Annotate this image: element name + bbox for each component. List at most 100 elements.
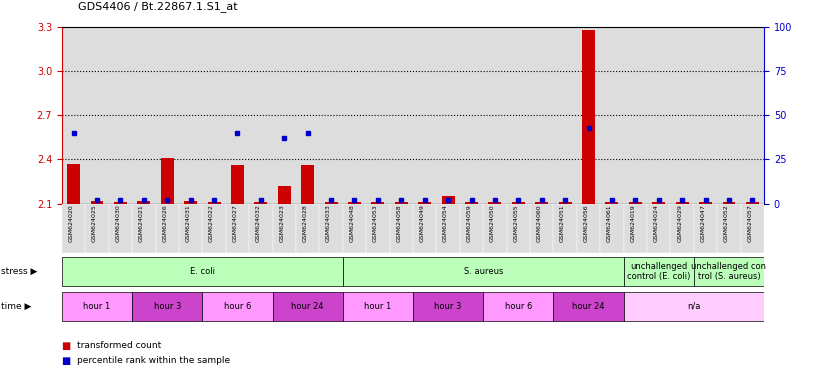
Text: GSM624057: GSM624057	[748, 205, 752, 242]
Bar	[273, 204, 296, 253]
Bar	[577, 204, 601, 253]
Bar	[530, 204, 553, 253]
Bar	[225, 27, 249, 204]
Bar	[676, 202, 689, 204]
Bar	[132, 291, 202, 321]
Bar	[465, 202, 478, 204]
Text: GSM624052: GSM624052	[724, 205, 729, 242]
Bar	[488, 202, 501, 204]
Bar	[273, 291, 343, 321]
Text: time ▶: time ▶	[1, 302, 31, 311]
Bar	[62, 257, 343, 286]
Bar	[483, 204, 506, 253]
Bar	[207, 202, 221, 204]
Bar	[436, 27, 460, 204]
Bar	[671, 204, 694, 253]
Bar	[553, 204, 577, 253]
Bar	[85, 27, 109, 204]
Bar	[109, 204, 132, 253]
Text: stress ▶: stress ▶	[1, 267, 37, 276]
Text: S. aureus: S. aureus	[463, 267, 503, 276]
Bar	[320, 204, 343, 253]
Bar	[553, 291, 624, 321]
Bar	[85, 204, 109, 253]
Bar	[601, 27, 624, 204]
Bar	[179, 204, 202, 253]
Bar	[535, 202, 548, 204]
Bar	[647, 204, 671, 253]
Bar	[460, 204, 483, 253]
Bar	[442, 196, 454, 204]
Text: GSM624027: GSM624027	[232, 205, 238, 242]
Bar	[418, 202, 431, 204]
Bar	[460, 27, 483, 204]
Bar	[530, 27, 553, 204]
Text: GDS4406 / Bt.22867.1.S1_at: GDS4406 / Bt.22867.1.S1_at	[78, 1, 238, 12]
Text: GSM624055: GSM624055	[513, 205, 519, 242]
Text: GSM624023: GSM624023	[279, 205, 284, 242]
Bar	[506, 27, 530, 204]
Text: GSM624056: GSM624056	[583, 205, 588, 242]
Bar	[348, 202, 361, 204]
Bar	[671, 27, 694, 204]
Bar	[132, 27, 155, 204]
Text: hour 1: hour 1	[83, 302, 111, 311]
Bar	[694, 204, 717, 253]
Bar	[161, 158, 173, 204]
Bar	[225, 204, 249, 253]
Bar	[577, 27, 601, 204]
Bar	[366, 27, 390, 204]
Bar	[343, 291, 413, 321]
Bar	[506, 204, 530, 253]
Text: GSM624022: GSM624022	[209, 205, 214, 242]
Bar	[413, 291, 483, 321]
Text: GSM624061: GSM624061	[607, 205, 612, 242]
Bar	[254, 202, 268, 204]
Bar	[184, 200, 197, 204]
Bar	[343, 27, 366, 204]
Bar	[723, 202, 735, 204]
Bar	[653, 202, 665, 204]
Bar	[694, 27, 717, 204]
Bar	[249, 204, 273, 253]
Bar	[624, 291, 764, 321]
Bar	[413, 204, 436, 253]
Text: GSM624030: GSM624030	[116, 205, 121, 242]
Text: GSM624031: GSM624031	[186, 205, 191, 242]
Bar	[624, 257, 694, 286]
Text: GSM624029: GSM624029	[677, 205, 682, 242]
Bar	[155, 204, 179, 253]
Bar	[231, 165, 244, 204]
Text: GSM624020: GSM624020	[69, 205, 74, 242]
Bar	[372, 202, 384, 204]
Bar	[717, 27, 741, 204]
Text: GSM624033: GSM624033	[326, 205, 331, 242]
Bar	[62, 27, 85, 204]
Bar	[109, 27, 132, 204]
Text: GSM624028: GSM624028	[302, 205, 307, 242]
Bar	[395, 202, 408, 204]
Bar	[132, 204, 155, 253]
Bar	[114, 202, 127, 204]
Bar	[301, 165, 314, 204]
Bar	[647, 27, 671, 204]
Text: percentile rank within the sample: percentile rank within the sample	[77, 356, 230, 366]
Bar	[325, 202, 338, 204]
Bar	[741, 27, 764, 204]
Bar	[343, 257, 624, 286]
Bar	[62, 291, 132, 321]
Bar	[137, 200, 150, 204]
Bar	[366, 204, 390, 253]
Text: GSM624058: GSM624058	[396, 205, 401, 242]
Text: ■: ■	[62, 356, 74, 366]
Text: unchallenged con
trol (S. aureus): unchallenged con trol (S. aureus)	[691, 262, 767, 281]
Bar	[296, 27, 320, 204]
Bar	[67, 164, 80, 204]
Bar	[601, 204, 624, 253]
Text: hour 24: hour 24	[292, 302, 324, 311]
Bar	[413, 27, 436, 204]
Bar	[320, 27, 343, 204]
Bar	[436, 204, 460, 253]
Bar	[558, 202, 572, 204]
Bar	[91, 200, 103, 204]
